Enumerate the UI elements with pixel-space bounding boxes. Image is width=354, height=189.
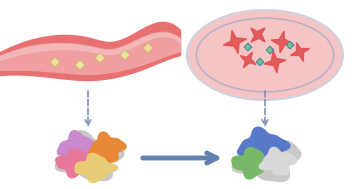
Polygon shape bbox=[240, 52, 256, 68]
Polygon shape bbox=[50, 57, 60, 67]
Polygon shape bbox=[251, 28, 265, 42]
Polygon shape bbox=[56, 149, 96, 178]
Polygon shape bbox=[232, 132, 301, 181]
Polygon shape bbox=[57, 131, 100, 164]
Polygon shape bbox=[244, 43, 252, 51]
Polygon shape bbox=[223, 30, 247, 54]
Ellipse shape bbox=[187, 10, 343, 100]
Polygon shape bbox=[286, 41, 294, 49]
Polygon shape bbox=[245, 44, 251, 50]
Polygon shape bbox=[95, 53, 105, 63]
Polygon shape bbox=[266, 46, 274, 54]
Polygon shape bbox=[143, 43, 153, 53]
Polygon shape bbox=[238, 127, 290, 165]
Polygon shape bbox=[291, 43, 309, 61]
Polygon shape bbox=[232, 147, 275, 179]
Polygon shape bbox=[264, 51, 286, 73]
Polygon shape bbox=[267, 47, 273, 53]
Polygon shape bbox=[75, 60, 85, 70]
Polygon shape bbox=[259, 147, 297, 175]
Polygon shape bbox=[256, 58, 264, 66]
Polygon shape bbox=[88, 132, 126, 162]
Polygon shape bbox=[287, 42, 293, 48]
Polygon shape bbox=[271, 31, 293, 53]
Polygon shape bbox=[75, 153, 118, 182]
Polygon shape bbox=[257, 59, 263, 65]
Polygon shape bbox=[120, 50, 130, 60]
Polygon shape bbox=[55, 131, 124, 180]
